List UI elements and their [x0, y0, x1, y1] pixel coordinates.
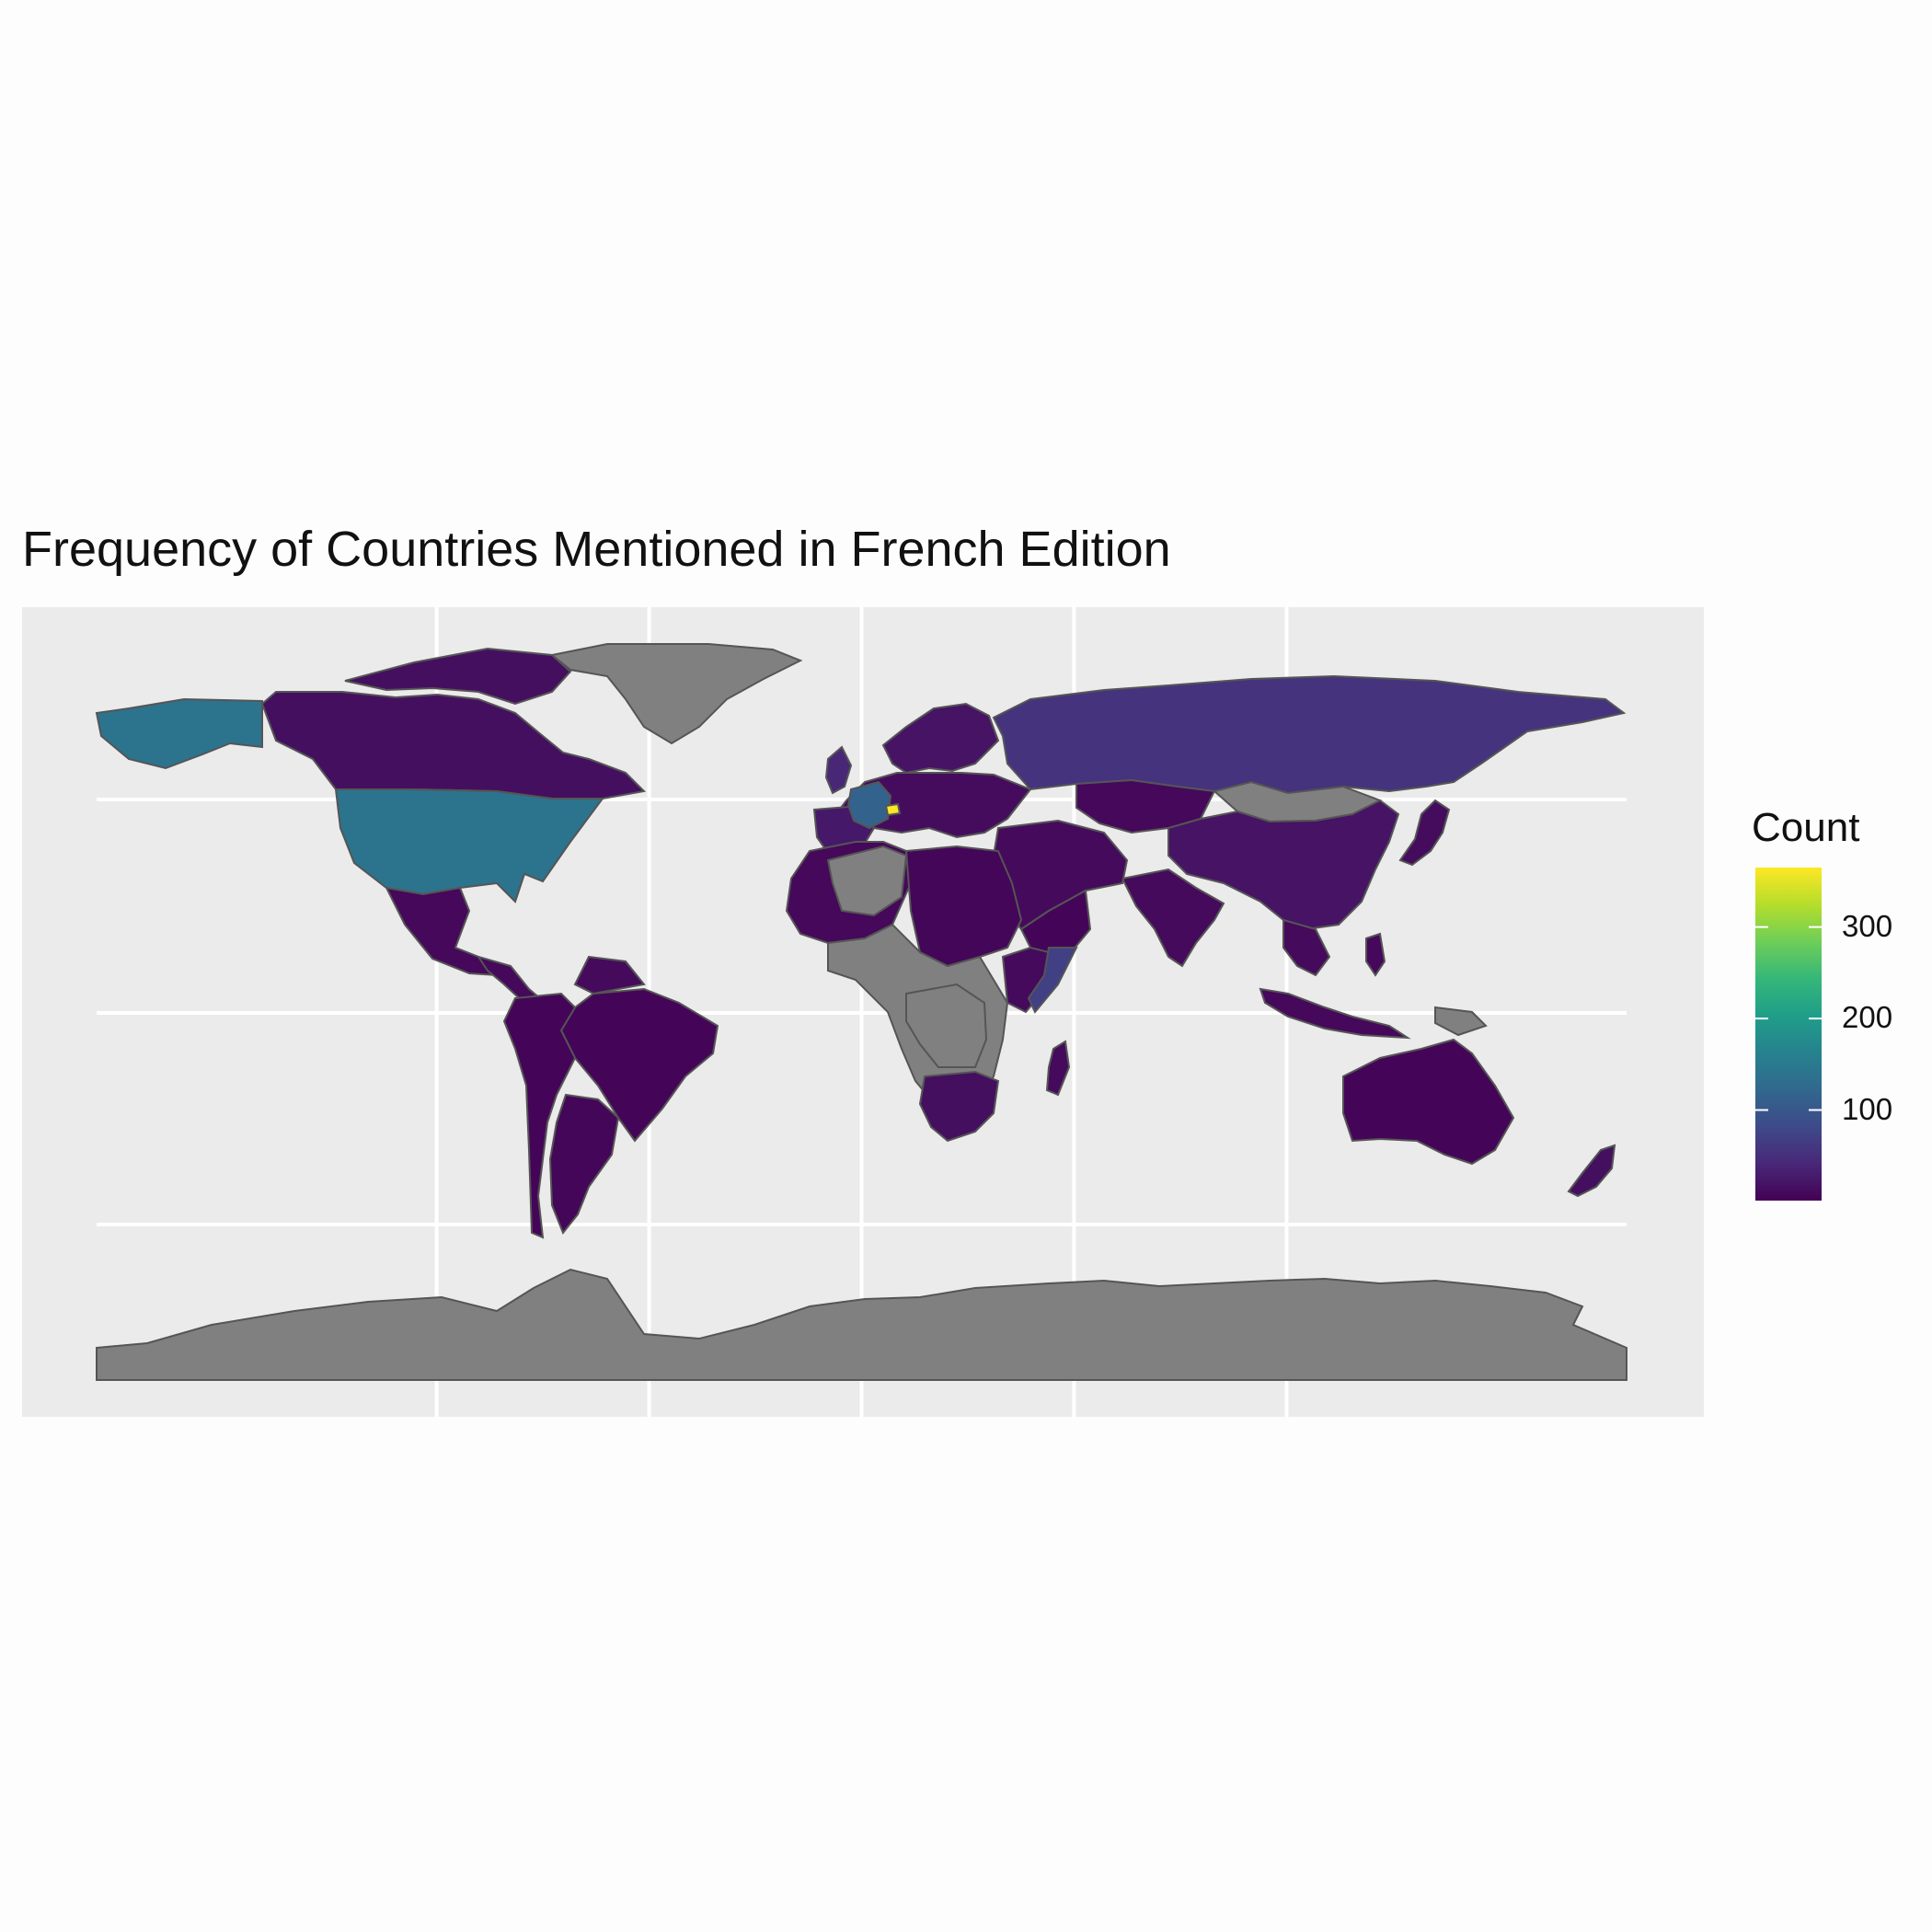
country-new-zealand — [1567, 1144, 1616, 1198]
country-algeria — [826, 845, 908, 917]
legend-label-200: 200 — [1842, 1000, 1893, 1035]
legend-label-100: 100 — [1842, 1091, 1893, 1126]
country-guyanas — [573, 955, 646, 995]
country-canadian-islands — [344, 647, 572, 706]
country-united-states — [334, 788, 604, 903]
country-argentina — [548, 1093, 620, 1235]
country-france — [846, 780, 892, 830]
legend-title: Count — [1752, 805, 1860, 850]
country-somalia — [1027, 947, 1078, 1014]
country-alaska — [95, 697, 263, 770]
country-philippines — [1365, 932, 1386, 977]
legend-label-300: 300 — [1842, 908, 1893, 943]
country-scandinavia — [881, 702, 1000, 775]
legend-gradient — [1755, 868, 1822, 1201]
country-papua-new-guinea — [1434, 1006, 1488, 1037]
country-china — [1167, 799, 1400, 931]
country-uk — [824, 745, 853, 795]
country-greenland — [549, 643, 803, 745]
country-australia — [1342, 1038, 1515, 1166]
country-south-africa — [918, 1070, 1000, 1143]
country-democratic-republic-of-the-congo — [905, 983, 988, 1068]
country-madagascar — [1045, 1040, 1071, 1097]
country-north-africa-east — [904, 845, 1023, 968]
country-india — [1121, 868, 1225, 968]
legend-colorbar — [1755, 868, 1822, 1201]
country-indonesia — [1259, 987, 1411, 1040]
country-andes — [502, 992, 577, 1239]
country-switzerland — [884, 802, 902, 817]
map-title: Frequency of Countries Mentioned in Fren… — [22, 522, 1171, 577]
country-southeast-asia — [1282, 918, 1331, 977]
country-japan — [1398, 799, 1451, 867]
country-antarctica — [96, 1268, 1627, 1381]
countries-layer — [95, 643, 1627, 1381]
